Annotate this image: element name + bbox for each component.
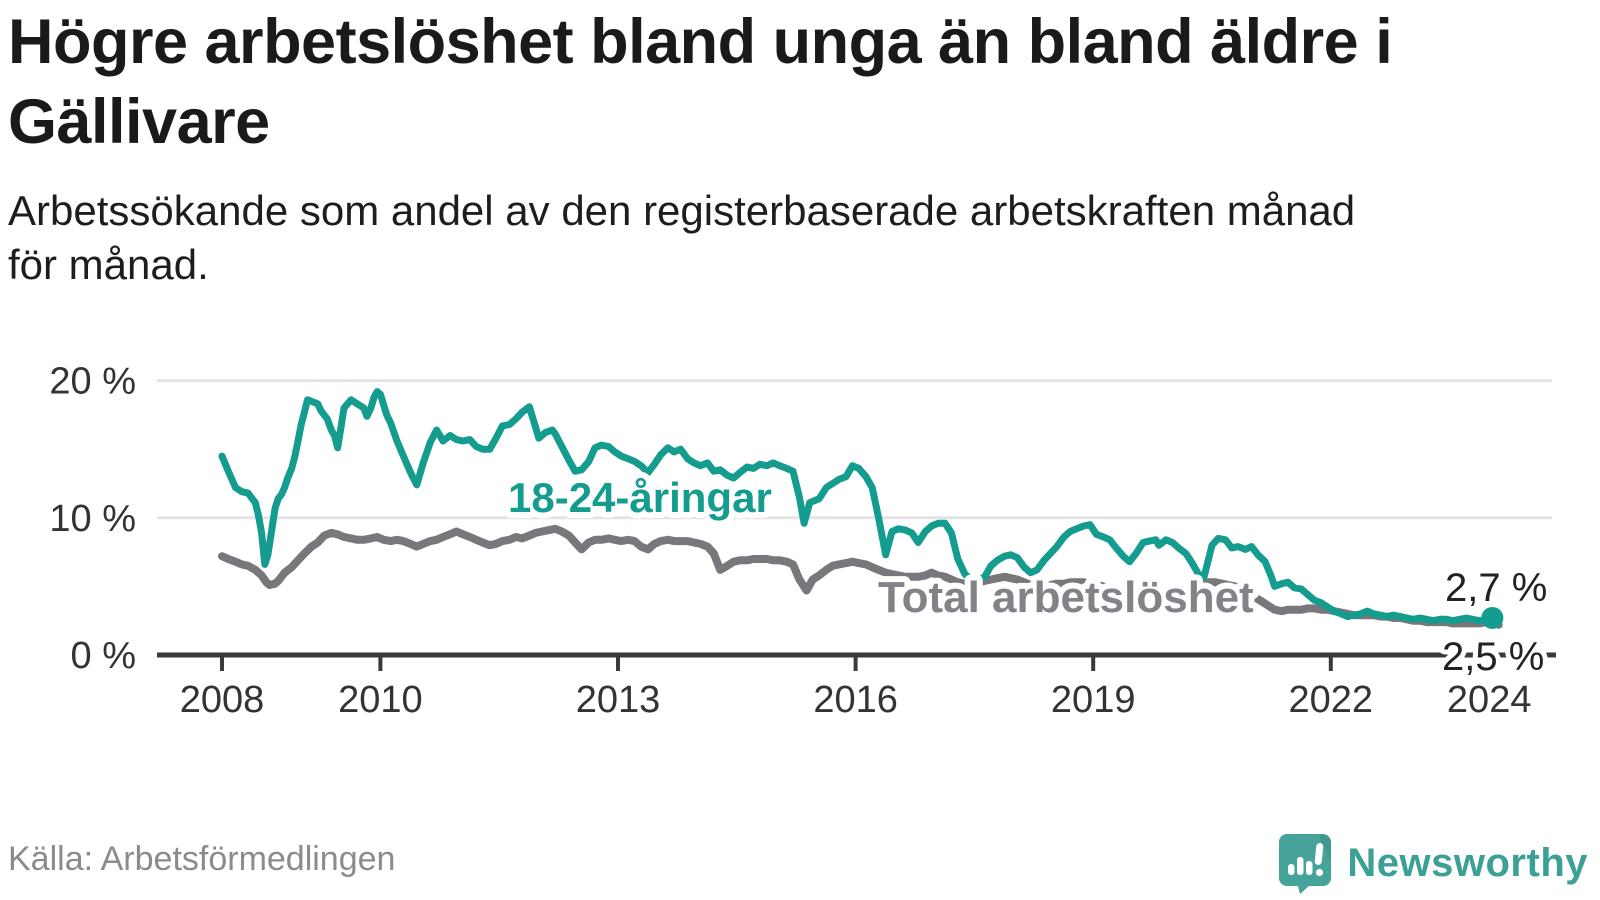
source-attribution: Källa: Arbetsförmedlingen [8, 840, 396, 878]
x-axis-tick-label: 2024 [1447, 679, 1532, 721]
x-axis-tick-label: 2013 [576, 679, 661, 721]
x-axis: 2008 2010 2013 2016 2019 2022 2024 [157, 652, 1556, 721]
end-value-youth: 2,7 % [1445, 566, 1547, 610]
x-axis-tick-label: 2010 [338, 679, 423, 721]
x-axis-tick-label: 2008 [180, 679, 265, 721]
y-axis-tick-label: 20 % [49, 361, 136, 403]
newsworthy-logo: Newsworthy [1277, 832, 1588, 894]
newsworthy-speech-bubble-chart-icon [1279, 834, 1332, 894]
x-axis-tick-label: 2019 [1051, 679, 1136, 721]
series-label-youth: 18-24-åringar [508, 474, 772, 521]
x-axis-tick-label: 2022 [1289, 679, 1374, 721]
y-axis-tick-label: 0 % [71, 635, 136, 677]
series-line [218, 524, 1503, 629]
series-label-total: Total arbetslöshet [878, 573, 1254, 622]
newsworthy-wordmark: Newsworthy [1347, 840, 1588, 885]
x-axis-tick-label: 2016 [813, 679, 898, 721]
y-axis-tick-label: 10 % [49, 498, 136, 540]
series-end-dot [1481, 606, 1504, 629]
data-series [218, 388, 1504, 629]
end-value-total: 2,5 % [1442, 635, 1544, 679]
page-title: Högre arbetslöshet bland unga än bland ä… [8, 7, 1393, 157]
gridlines: 0 % 10 % 20 % [49, 361, 1552, 677]
page-subtitle: Arbetssökande som andel av den registerb… [8, 187, 1356, 288]
series-line [218, 388, 1496, 625]
